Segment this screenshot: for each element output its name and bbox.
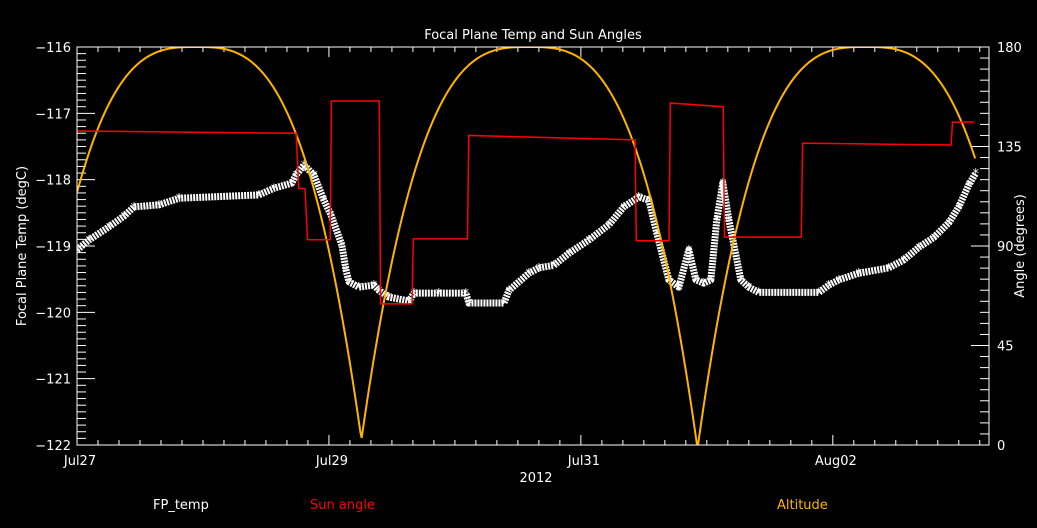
fp-temp-marker: * [346, 276, 353, 291]
fp-temp-marker: * [816, 286, 823, 301]
fp-temp-marker: * [586, 234, 593, 249]
fp-temp-marker: * [701, 277, 708, 292]
fp-temp-marker: * [121, 210, 128, 225]
fp-temp-marker: * [328, 209, 335, 224]
fp-temp-marker: * [621, 201, 628, 216]
fp-temp-marker: * [506, 284, 513, 299]
sun-angle-line [77, 100, 974, 305]
fp-temp-marker: * [836, 274, 843, 289]
fp-temp-marker: * [726, 214, 733, 229]
fp-temp-marker: * [343, 264, 350, 279]
y-tick-label: −119 [35, 240, 71, 255]
fp-temp-marker: * [536, 262, 543, 277]
legend-sun-angle: Sun angle [310, 498, 375, 513]
fp-temp-marker: * [406, 295, 413, 310]
fp-temp-marker: * [156, 199, 163, 214]
fp-temp-marker: * [386, 291, 393, 306]
fp-temp-marker: * [311, 169, 318, 184]
legend-altitude: Altitude [777, 498, 828, 513]
fp-temp-marker: * [693, 274, 700, 289]
y2-axis-label: Angle (degrees) [1013, 194, 1028, 298]
y-tick-label: −121 [35, 373, 71, 388]
fp-temp-marker: * [526, 267, 533, 282]
fp-temp-marker: * [686, 244, 693, 259]
fp-temp-marker: * [606, 219, 613, 234]
series-layer: ***** * * * * ********* * ** * ** * ** *** * ****** ***… [74, 47, 980, 445]
fp-temp-marker: * [86, 234, 93, 249]
fp-temp-marker: * [436, 287, 443, 302]
fp-temp-marker: * [900, 254, 907, 269]
fp-temp-marker: * [501, 297, 508, 312]
fp-temp-marker: * [916, 241, 923, 256]
fp-temp-marker: * [646, 194, 653, 209]
axes: Jul27 Jul29 Jul31 Aug02 −116 −117 −118 −119 −120… [35, 41, 1022, 469]
fp-temp-marker: * [931, 231, 938, 246]
y-tick-label: −117 [35, 107, 71, 122]
fp-temp-marker: * [946, 217, 953, 232]
fp-temp-marker: * [466, 297, 473, 312]
fp-temp-marker: * [551, 259, 558, 274]
fp-temp-marker: * [636, 191, 643, 206]
fp-temp-marker: * [131, 201, 138, 216]
altitude-line [77, 47, 977, 445]
chart-title: Focal Plane Temp and Sun Angles [424, 28, 642, 43]
y2-tick-label: 135 [997, 141, 1022, 156]
fp-temp-marker: * [756, 286, 763, 301]
x-tick-label: Aug02 [815, 454, 857, 469]
fp-temp-marker: * [973, 167, 980, 182]
fp-temp-marker: * [293, 169, 300, 184]
fp-temp-marker: * [463, 287, 470, 302]
y2-tick-label: 180 [997, 41, 1022, 56]
fp-temp-marker: * [256, 189, 263, 204]
plot-frame [76, 46, 990, 446]
x-tick-label: Jul27 [63, 454, 96, 469]
fp-temp-marker: * [106, 221, 113, 236]
fp-temp-marker: * [708, 274, 715, 289]
fp-temp-marker: * [885, 262, 892, 277]
fp-temp-marker: * [654, 227, 661, 242]
fp-temp-marker: * [738, 274, 745, 289]
fp-temp-marker: * [356, 281, 363, 296]
fp-temp-marker: * [746, 281, 753, 296]
y-tick-label: −122 [35, 439, 71, 454]
x-tick-label: Jul31 [567, 454, 600, 469]
fp-temp-marker: * [720, 177, 727, 192]
fp-temp-marker: * [301, 159, 308, 174]
y2-tick-label: 0 [997, 439, 1005, 454]
x-tick-label: Jul29 [315, 454, 348, 469]
fp-temp-marker: * [289, 177, 296, 192]
fp-temp-marker: * [676, 281, 683, 296]
fp-temp-marker: * [376, 284, 383, 299]
fp-temp-marker: * [566, 247, 573, 262]
y-tick-label: −116 [35, 41, 71, 56]
x-axis-label: 2012 [519, 471, 552, 486]
y-axis-label: Focal Plane Temp (degC) [15, 166, 30, 326]
y-tick-label: −120 [35, 306, 71, 321]
fp-temp-marker: * [371, 279, 378, 294]
y2-tick-label: 45 [997, 340, 1014, 355]
fp-temp-marker: * [339, 239, 346, 254]
fp-temp-marker: * [956, 201, 963, 216]
fp-temp-marker: * [271, 182, 278, 197]
legend-fp-temp: FP_temp [153, 498, 209, 513]
fp-temp-marker: * [965, 179, 972, 194]
fp-temp-marker: * [74, 244, 81, 259]
y-tick-label: −118 [35, 174, 71, 189]
fp-temp-marker: * [826, 279, 833, 294]
fp-temp-marker: * [411, 287, 418, 302]
fp-temp-marker: * [856, 267, 863, 282]
y2-tick-label: 90 [997, 240, 1014, 255]
fp-temp-marker: * [714, 214, 721, 229]
fp-temp-marker: * [176, 192, 183, 207]
fp-temp-marker: * [321, 194, 328, 209]
